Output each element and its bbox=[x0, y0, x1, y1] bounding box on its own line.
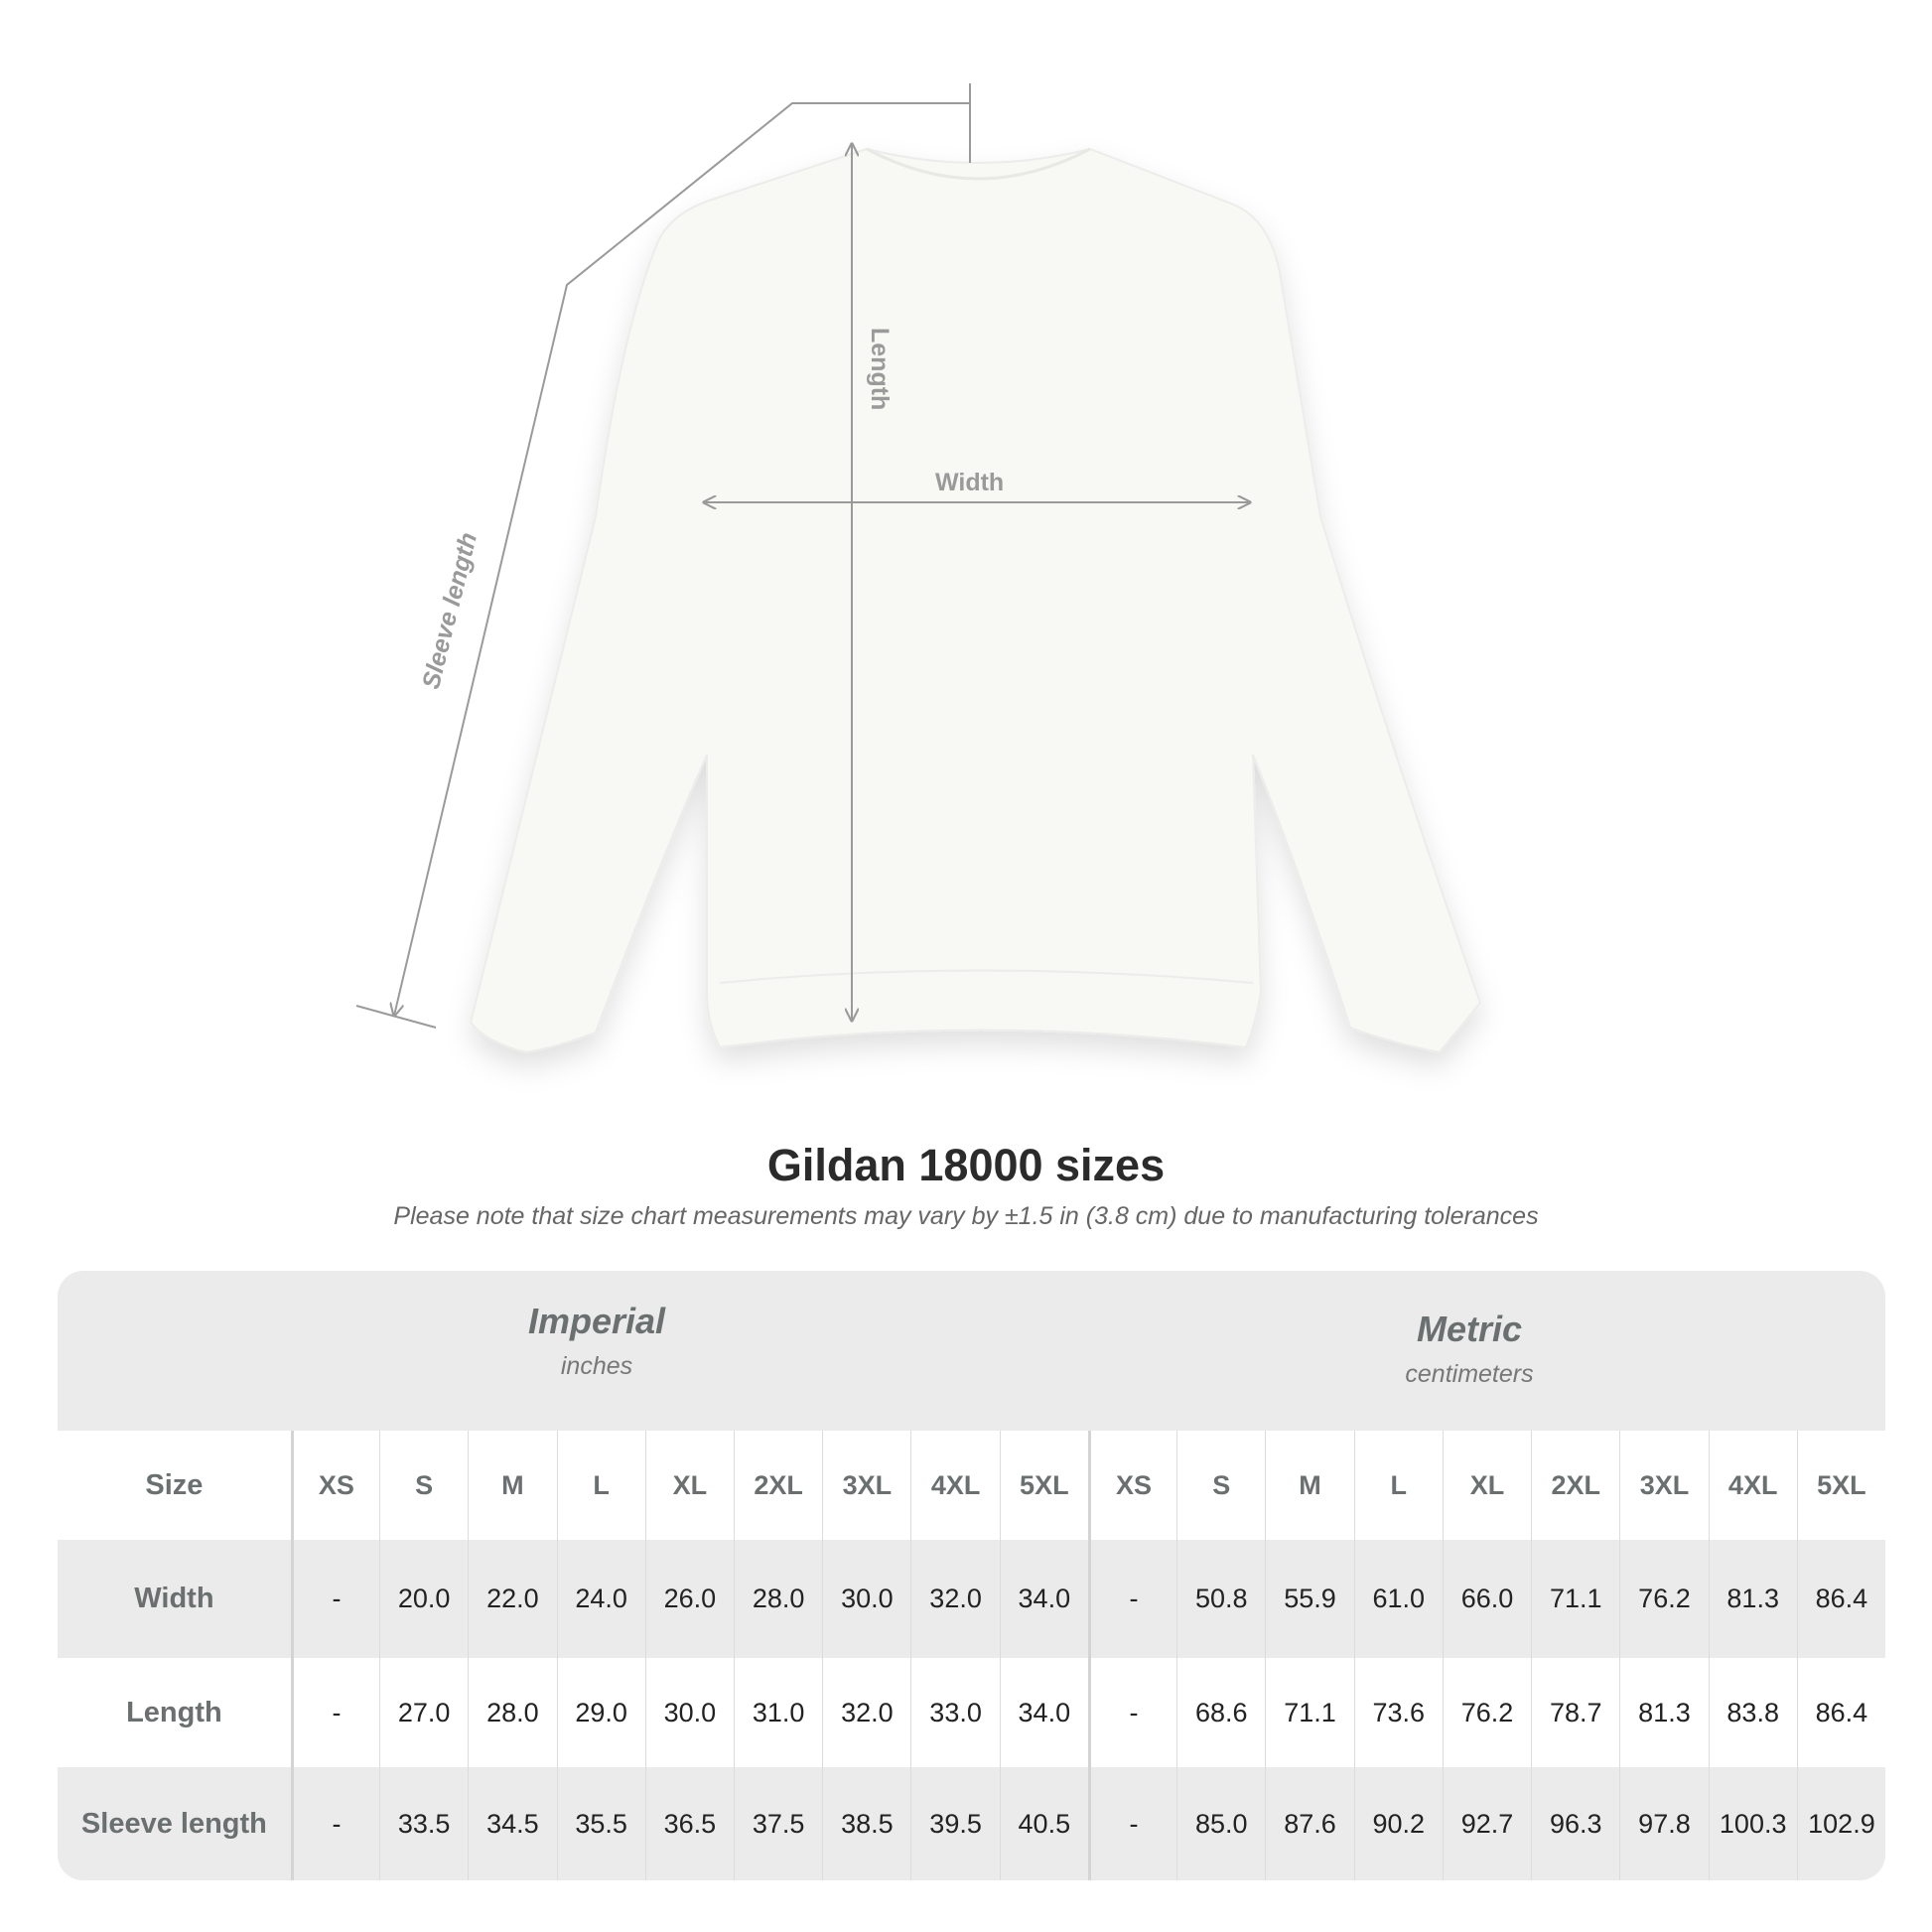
metric-size-S: S bbox=[1176, 1431, 1265, 1540]
imperial-value: 30.0 bbox=[644, 1658, 734, 1767]
imperial-value: 24.0 bbox=[556, 1540, 645, 1658]
imperial-value: 22.0 bbox=[468, 1540, 556, 1658]
metric-size-XL: XL bbox=[1442, 1431, 1531, 1540]
imperial-size-L: L bbox=[556, 1431, 645, 1540]
imperial-size-M: M bbox=[468, 1431, 556, 1540]
metric-value: - bbox=[1087, 1658, 1176, 1767]
imperial-size-XS: XS bbox=[290, 1431, 379, 1540]
imperial-value: 34.0 bbox=[999, 1658, 1088, 1767]
metric-value: 102.9 bbox=[1796, 1767, 1885, 1880]
metric-value: 81.3 bbox=[1619, 1658, 1708, 1767]
imperial-value: 27.0 bbox=[379, 1658, 468, 1767]
imperial-value: 29.0 bbox=[556, 1658, 645, 1767]
metric-value: 97.8 bbox=[1619, 1767, 1708, 1880]
row-label: Width bbox=[134, 1583, 214, 1614]
imperial-value: 34.0 bbox=[999, 1540, 1088, 1658]
metric-value: 55.9 bbox=[1265, 1540, 1353, 1658]
metric-value: 71.1 bbox=[1531, 1540, 1619, 1658]
imperial-size-4XL: 4XL bbox=[910, 1431, 999, 1540]
metric-value: 86.4 bbox=[1796, 1658, 1885, 1767]
imperial-value: 35.5 bbox=[556, 1767, 645, 1880]
imperial-value: 39.5 bbox=[910, 1767, 999, 1880]
sleeve-length-line bbox=[394, 102, 970, 1016]
table-row: Length -27.0 28.0 29.0 30.0 31.0 32.0 33.0 34.0-… bbox=[58, 1658, 1885, 1767]
metric-size-2XL: 2XL bbox=[1531, 1431, 1619, 1540]
metric-size-L: L bbox=[1353, 1431, 1443, 1540]
metric-value: 61.0 bbox=[1353, 1540, 1443, 1658]
imperial-value: 34.5 bbox=[468, 1767, 556, 1880]
sweatshirt-image bbox=[469, 147, 1482, 1054]
metric-value: 85.0 bbox=[1176, 1767, 1265, 1880]
metric-size-5XL: 5XL bbox=[1796, 1431, 1885, 1540]
imperial-header: Imperial inches bbox=[527, 1301, 666, 1380]
metric-value: 81.3 bbox=[1708, 1540, 1797, 1658]
metric-value: 86.4 bbox=[1796, 1540, 1885, 1658]
table-row: Sleeve length -33.5 34.5 35.5 36.5 37.5 38.5 39… bbox=[58, 1767, 1885, 1880]
metric-value: 73.6 bbox=[1353, 1658, 1443, 1767]
imperial-value: 40.5 bbox=[999, 1767, 1088, 1880]
metric-size-4XL: 4XL bbox=[1708, 1431, 1797, 1540]
imperial-value: 28.0 bbox=[734, 1540, 822, 1658]
imperial-value: - bbox=[290, 1767, 379, 1880]
metric-value: 50.8 bbox=[1176, 1540, 1265, 1658]
row-label: Length bbox=[126, 1696, 222, 1728]
metric-value: 96.3 bbox=[1531, 1767, 1619, 1880]
imperial-size-S: S bbox=[379, 1431, 468, 1540]
sweatshirt-diagram bbox=[355, 83, 1482, 1054]
unit-header: Imperial inches Metric centimeters bbox=[58, 1271, 1885, 1431]
imperial-value: 31.0 bbox=[734, 1658, 822, 1767]
imperial-size-2XL: 2XL bbox=[734, 1431, 822, 1540]
metric-value: 100.3 bbox=[1708, 1767, 1797, 1880]
metric-value: 90.2 bbox=[1353, 1767, 1443, 1880]
metric-value: 83.8 bbox=[1708, 1658, 1797, 1767]
metric-size-M: M bbox=[1265, 1431, 1353, 1540]
length-label: Length bbox=[866, 328, 894, 411]
page-title: Gildan 18000 sizes bbox=[766, 1140, 1166, 1190]
imperial-size-5XL: 5XL bbox=[999, 1431, 1088, 1540]
metric-size-3XL: 3XL bbox=[1619, 1431, 1708, 1540]
imperial-size-3XL: 3XL bbox=[822, 1431, 910, 1540]
imperial-value: 33.0 bbox=[910, 1658, 999, 1767]
metric-value: - bbox=[1087, 1540, 1176, 1658]
imperial-value: 36.5 bbox=[644, 1767, 734, 1880]
table-row: Width -20.0 22.0 24.0 26.0 28.0 30.0 32.0 34.0-5… bbox=[58, 1540, 1885, 1658]
imperial-value: 33.5 bbox=[379, 1767, 468, 1880]
imperial-value: 20.0 bbox=[379, 1540, 468, 1658]
metric-value: 78.7 bbox=[1531, 1658, 1619, 1767]
imperial-value: 26.0 bbox=[644, 1540, 734, 1658]
size-table: Imperial inches Metric centimeters Size X… bbox=[58, 1271, 1885, 1880]
imperial-value: 32.0 bbox=[822, 1658, 910, 1767]
metric-value: 92.7 bbox=[1442, 1767, 1531, 1880]
imperial-value: 37.5 bbox=[734, 1767, 822, 1880]
metric-header: Metric centimeters bbox=[1405, 1309, 1534, 1388]
size-label: Size bbox=[145, 1468, 204, 1501]
imperial-value: 30.0 bbox=[822, 1540, 910, 1658]
imperial-value: - bbox=[290, 1658, 379, 1767]
imperial-value: 38.5 bbox=[822, 1767, 910, 1880]
metric-value: 76.2 bbox=[1619, 1540, 1708, 1658]
imperial-value: - bbox=[290, 1540, 379, 1658]
imperial-value: 28.0 bbox=[468, 1658, 556, 1767]
size-header-row: Size XS S M L XL 2XL 3XL 4XL 5XL XS S M L XL 2XL 3XL 4XL 5… bbox=[58, 1431, 1885, 1540]
metric-value: 68.6 bbox=[1176, 1658, 1265, 1767]
imperial-size-XL: XL bbox=[644, 1431, 734, 1540]
metric-value: 66.0 bbox=[1442, 1540, 1531, 1658]
row-label: Sleeve length bbox=[80, 1807, 267, 1840]
imperial-value: 32.0 bbox=[910, 1540, 999, 1658]
metric-value: 71.1 bbox=[1265, 1658, 1353, 1767]
metric-value: 76.2 bbox=[1442, 1658, 1531, 1767]
metric-size-XS: XS bbox=[1087, 1431, 1176, 1540]
metric-value: - bbox=[1087, 1767, 1176, 1880]
metric-value: 87.6 bbox=[1265, 1767, 1353, 1880]
tolerance-note: Please note that size chart measurements… bbox=[393, 1202, 1539, 1230]
width-label: Width bbox=[935, 469, 1005, 496]
